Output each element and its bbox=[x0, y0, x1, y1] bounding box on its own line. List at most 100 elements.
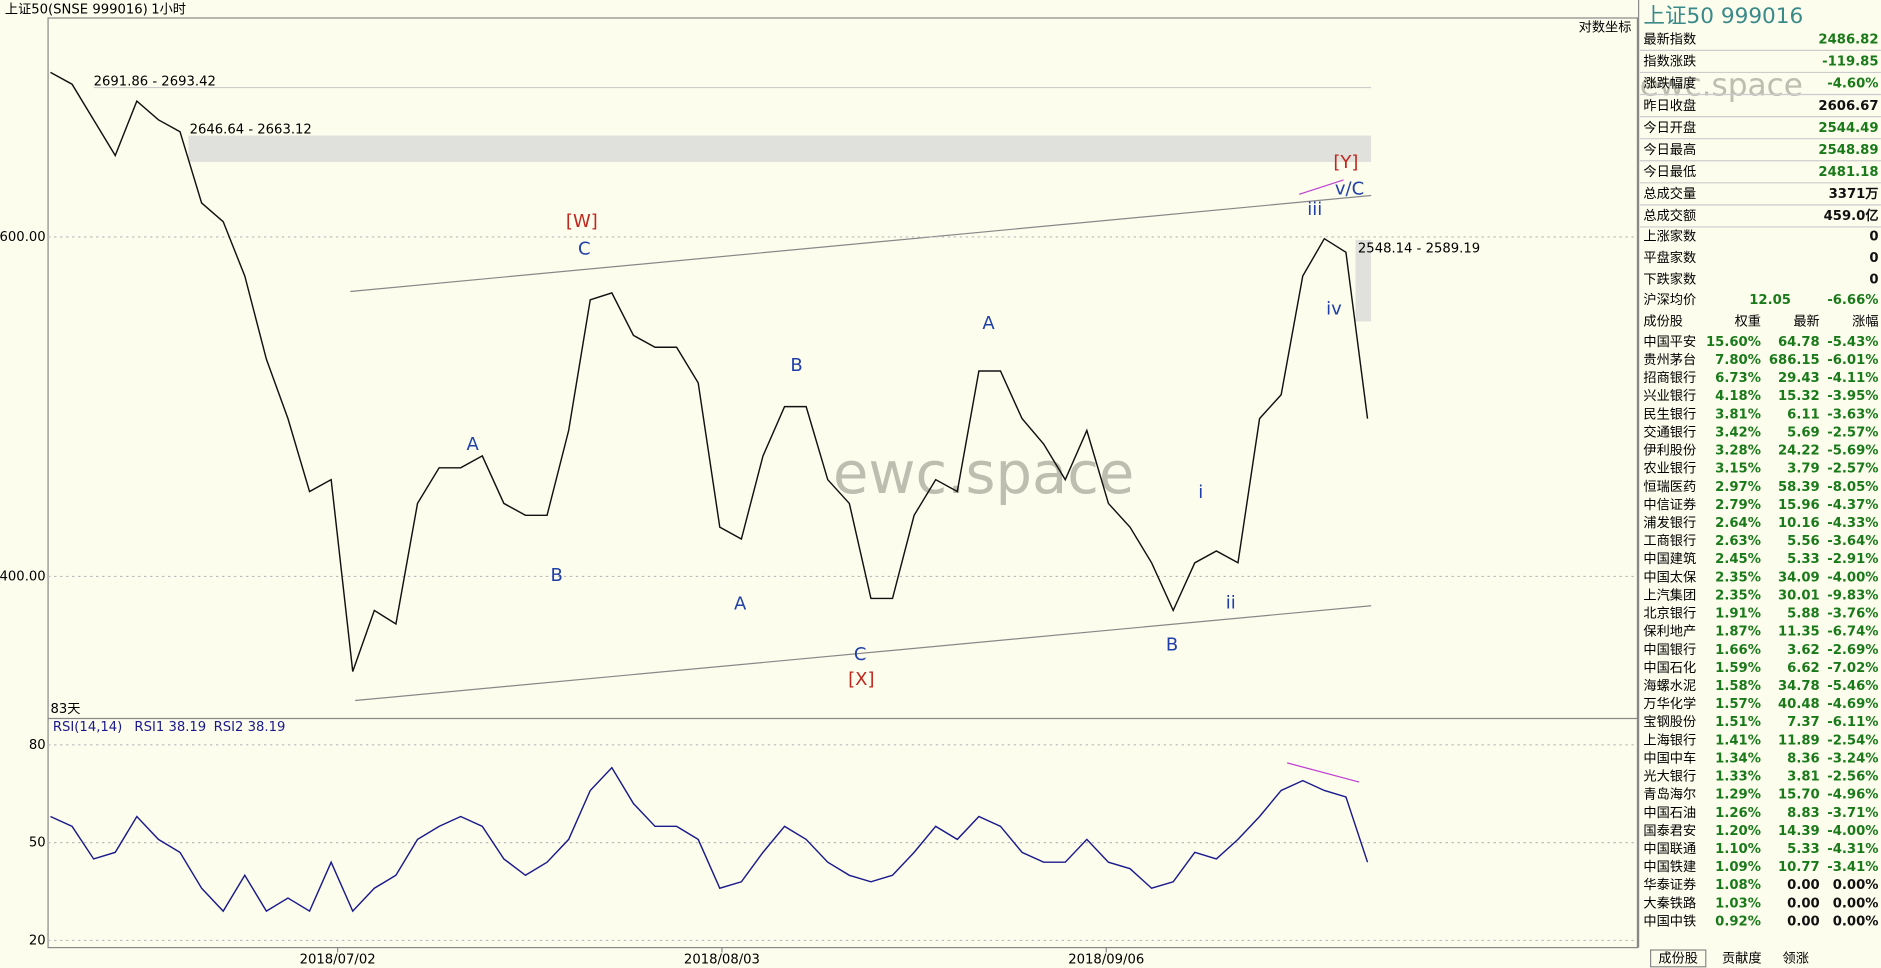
table-cell: 1.91% bbox=[1715, 607, 1761, 622]
zone-label: 2646.64 - 2663.12 bbox=[190, 123, 312, 138]
tab-label[interactable]: 贡献度 bbox=[1722, 950, 1762, 966]
table-cell: -3.76% bbox=[1827, 607, 1878, 622]
wave-label: B bbox=[790, 355, 802, 376]
table-cell: 40.48 bbox=[1778, 697, 1820, 712]
table-cell: 北京银行 bbox=[1643, 606, 1696, 622]
table-cell: 2.35% bbox=[1715, 588, 1761, 603]
table-cell: -4.31% bbox=[1827, 842, 1878, 857]
table-cell: -4.96% bbox=[1827, 788, 1878, 803]
table-cell: 1.34% bbox=[1715, 751, 1761, 766]
channel-line bbox=[350, 194, 1372, 293]
x-tick-label: 2018/07/02 bbox=[300, 953, 376, 968]
table-cell: 0.00% bbox=[1833, 914, 1879, 929]
table-cell: 2.45% bbox=[1715, 552, 1761, 567]
table-cell: 伊利股份 bbox=[1643, 443, 1696, 459]
table-cell: 光大银行 bbox=[1643, 769, 1696, 785]
table-cell: 中国铁建 bbox=[1643, 859, 1696, 875]
table-cell: -2.69% bbox=[1827, 643, 1878, 658]
table-cell: 5.69 bbox=[1787, 425, 1820, 440]
chart-frame bbox=[47, 17, 1639, 949]
table-cell: -2.57% bbox=[1827, 425, 1878, 440]
rsi-line bbox=[50, 766, 1369, 913]
table-cell: 0.92% bbox=[1715, 914, 1761, 929]
table-cell: 大秦铁路 bbox=[1643, 895, 1696, 911]
zone-label: 2691.86 - 2693.42 bbox=[94, 75, 216, 90]
wave-label: C bbox=[854, 644, 867, 665]
quote-label: 指数涨跌 bbox=[1643, 54, 1696, 70]
table-cell: 1.10% bbox=[1715, 842, 1761, 857]
quote-label: 今日开盘 bbox=[1643, 119, 1696, 136]
table-cell: -6.74% bbox=[1827, 625, 1878, 640]
wave-label: ii bbox=[1226, 592, 1236, 613]
table-cell: 民生银行 bbox=[1643, 406, 1696, 422]
table-cell: 1.29% bbox=[1715, 788, 1761, 803]
tab[interactable] bbox=[1650, 949, 1707, 968]
table-cell: 1.66% bbox=[1715, 643, 1761, 658]
table-cell: 14.39 bbox=[1778, 824, 1820, 839]
rsi-title[interactable]: RSI(14,14) bbox=[53, 720, 122, 735]
table-cell: 中国石化 bbox=[1643, 660, 1696, 676]
breadth-value: 0 bbox=[1869, 272, 1878, 287]
table-cell: 34.78 bbox=[1778, 679, 1820, 694]
table-cell: 4.18% bbox=[1715, 389, 1761, 404]
table-cell: 1.08% bbox=[1715, 878, 1761, 893]
table-cell: 兴业银行 bbox=[1643, 388, 1696, 404]
table-cell: 3.79 bbox=[1787, 462, 1820, 477]
symbol[interactable]: 上证50(SNSE 999016) bbox=[5, 2, 148, 18]
wave-label: iii bbox=[1307, 199, 1322, 220]
rsi-legend: RSI2 38.19 bbox=[214, 720, 286, 735]
table-cell: -2.57% bbox=[1827, 462, 1878, 477]
breadth-value: 0 bbox=[1869, 229, 1878, 244]
table-cell: 2.79% bbox=[1715, 498, 1761, 513]
table-cell: 15.96 bbox=[1778, 498, 1820, 513]
table-cell: 3.28% bbox=[1715, 444, 1761, 459]
table-cell: 0.00% bbox=[1833, 878, 1879, 893]
quote-value: 2544.49 bbox=[1818, 121, 1878, 136]
table-cell: 1.09% bbox=[1715, 860, 1761, 875]
table-cell: 1.87% bbox=[1715, 625, 1761, 640]
breadth-label: 上涨家数 bbox=[1643, 227, 1696, 244]
wave-label: B bbox=[1166, 634, 1178, 655]
table-cell: 海螺水泥 bbox=[1643, 678, 1696, 694]
table-cell: -3.41% bbox=[1827, 860, 1878, 875]
panel-title: 上证50 999016 bbox=[1643, 4, 1803, 29]
table-cell: 1.03% bbox=[1715, 896, 1761, 911]
x-tick-label: 2018/08/03 bbox=[684, 953, 760, 968]
table-cell: 5.56 bbox=[1787, 534, 1820, 549]
table-cell: 3.15% bbox=[1715, 462, 1761, 477]
wave-label: A bbox=[467, 434, 480, 455]
table-cell: 3.62 bbox=[1787, 643, 1820, 658]
table-cell: 5.33 bbox=[1787, 842, 1820, 857]
table-cell: 0.00 bbox=[1787, 878, 1820, 893]
table-cell: 2.35% bbox=[1715, 570, 1761, 585]
period[interactable]: 1小时 bbox=[151, 2, 186, 18]
table-cell: 1.20% bbox=[1715, 824, 1761, 839]
table-cell: 1.59% bbox=[1715, 661, 1761, 676]
table-cell: 国泰君安 bbox=[1643, 823, 1696, 839]
table-cell: 7.37 bbox=[1787, 715, 1820, 730]
rsi-legend: RSI1 38.19 bbox=[134, 720, 206, 735]
table-cell: 1.33% bbox=[1715, 770, 1761, 785]
zone bbox=[188, 135, 1372, 162]
quote-label: 今日最高 bbox=[1643, 141, 1696, 158]
table-cell: 10.77 bbox=[1778, 860, 1820, 875]
tab-label[interactable]: 领涨 bbox=[1783, 950, 1809, 966]
table-cell: 6.62 bbox=[1787, 661, 1820, 676]
table-header: 涨幅 bbox=[1852, 313, 1878, 329]
quote-value: 2606.67 bbox=[1818, 99, 1878, 114]
scale-mode[interactable]: 对数坐标 bbox=[1579, 20, 1632, 36]
table-cell: 3.81% bbox=[1715, 407, 1761, 422]
wave-label: iv bbox=[1326, 298, 1342, 319]
table-cell: 宝钢股份 bbox=[1643, 714, 1696, 730]
average-value: 12.05 bbox=[1749, 293, 1791, 308]
table-cell: 招商银行 bbox=[1643, 370, 1696, 386]
table-cell: -4.00% bbox=[1827, 570, 1878, 585]
wave-label: i bbox=[1198, 482, 1203, 503]
average-change: -6.66% bbox=[1827, 293, 1878, 308]
tab-label[interactable]: 成份股 bbox=[1658, 950, 1698, 966]
channel-line bbox=[355, 605, 1372, 702]
table-cell: 11.89 bbox=[1778, 733, 1820, 748]
quote-label: 涨跌幅度 bbox=[1643, 76, 1696, 92]
table-cell: -4.69% bbox=[1827, 697, 1878, 712]
